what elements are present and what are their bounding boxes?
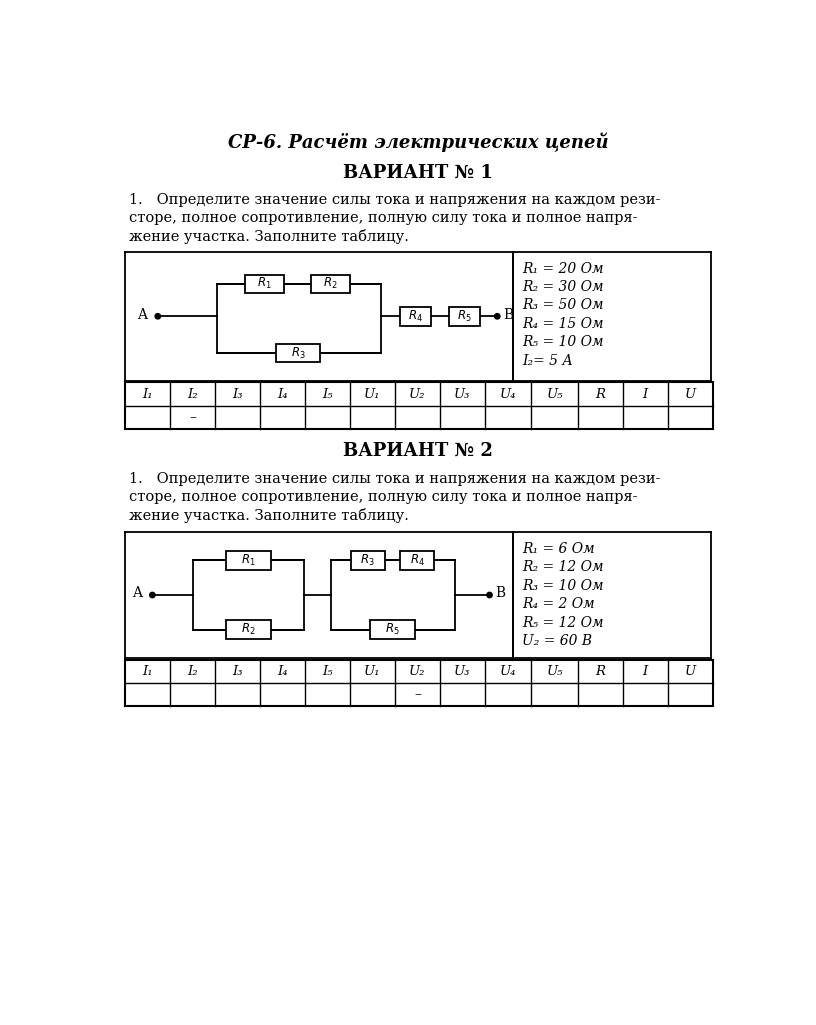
Circle shape (149, 592, 155, 598)
Text: жение участка. Заполните таблицу.: жение участка. Заполните таблицу. (129, 230, 409, 244)
Text: R₅ = 12 Ом: R₅ = 12 Ом (522, 616, 604, 629)
Text: A: A (137, 308, 148, 322)
Text: U₁: U₁ (364, 387, 381, 401)
Bar (351, 551, 385, 570)
Text: U₃: U₃ (455, 387, 471, 401)
Text: U₂: U₂ (409, 387, 426, 401)
Text: СР-6. Расчёт электрических цепей: СР-6. Расчёт электрических цепей (228, 132, 609, 152)
Text: A: A (132, 586, 142, 601)
Text: U₁: U₁ (364, 665, 381, 678)
Text: U₅: U₅ (547, 665, 563, 678)
Text: R₃ = 50 Ом: R₃ = 50 Ом (522, 298, 604, 313)
Text: B: B (495, 586, 505, 601)
Text: 1.   Определите значение силы тока и напряжения на каждом рези-: 1. Определите значение силы тока и напря… (129, 472, 661, 486)
Text: $R_5$: $R_5$ (385, 622, 400, 638)
Text: U₄: U₄ (500, 387, 517, 401)
Text: $R_4$: $R_4$ (410, 552, 425, 568)
Text: $R_2$: $R_2$ (323, 277, 338, 291)
Circle shape (155, 314, 161, 319)
Text: R: R (596, 665, 605, 678)
Bar (277, 344, 320, 363)
Text: I₃: I₃ (233, 387, 243, 401)
Text: U₃: U₃ (455, 665, 471, 678)
Text: $R_3$: $R_3$ (361, 552, 375, 568)
Text: U₄: U₄ (500, 665, 517, 678)
Text: ВАРИАНТ № 2: ВАРИАНТ № 2 (344, 441, 493, 459)
Bar (401, 308, 432, 326)
Text: R: R (596, 387, 605, 401)
Text: R₄ = 2 Ом: R₄ = 2 Ом (522, 598, 595, 611)
Bar (226, 620, 271, 639)
Text: I₄: I₄ (277, 665, 288, 678)
Bar (226, 551, 271, 570)
Text: –: – (414, 688, 421, 701)
Text: I: I (643, 387, 648, 401)
Text: 1.   Определите значение силы тока и напряжения на каждом рези-: 1. Определите значение силы тока и напря… (129, 193, 661, 207)
Text: I₅: I₅ (322, 387, 333, 401)
Text: $R_2$: $R_2$ (242, 622, 255, 638)
Text: U₂ = 60 В: U₂ = 60 В (522, 634, 592, 648)
Text: $R_4$: $R_4$ (409, 309, 424, 324)
Text: U: U (685, 665, 696, 678)
Text: $R_1$: $R_1$ (257, 277, 272, 291)
Text: I₂: I₂ (188, 665, 198, 678)
Text: I: I (643, 665, 648, 678)
Text: R₂ = 12 Ом: R₂ = 12 Ом (522, 561, 604, 574)
Text: I₂= 5 А: I₂= 5 А (522, 354, 573, 368)
Text: I₄: I₄ (277, 387, 288, 401)
Text: U₅: U₅ (547, 387, 563, 401)
Text: I₁: I₁ (143, 665, 153, 678)
Text: R₁ = 6 Ом: R₁ = 6 Ом (522, 542, 595, 556)
Text: U: U (685, 387, 696, 401)
Circle shape (487, 592, 492, 598)
Bar (370, 620, 415, 639)
Text: R₅ = 10 Ом: R₅ = 10 Ом (522, 335, 604, 350)
Bar (401, 551, 434, 570)
Text: R₁ = 20 Ом: R₁ = 20 Ом (522, 261, 604, 276)
Text: R₄ = 15 Ом: R₄ = 15 Ом (522, 317, 604, 331)
Bar (246, 275, 284, 293)
Text: ВАРИАНТ № 1: ВАРИАНТ № 1 (344, 164, 493, 182)
Text: –: – (189, 410, 196, 424)
Text: $R_5$: $R_5$ (457, 309, 472, 324)
Text: жение участка. Заполните таблицу.: жение участка. Заполните таблицу. (129, 508, 409, 523)
Text: сторе, полное сопротивление, полную силу тока и полное напря-: сторе, полное сопротивление, полную силу… (129, 211, 637, 226)
Text: $R_3$: $R_3$ (290, 345, 305, 361)
Text: R₂ = 30 Ом: R₂ = 30 Ом (522, 280, 604, 294)
Bar (449, 308, 480, 326)
Text: I₂: I₂ (188, 387, 198, 401)
Text: I₃: I₃ (233, 665, 243, 678)
Bar (311, 275, 350, 293)
Text: B: B (503, 308, 513, 322)
Circle shape (494, 314, 500, 319)
Text: I₁: I₁ (143, 387, 153, 401)
Text: сторе, полное сопротивление, полную силу тока и полное напря-: сторе, полное сопротивление, полную силу… (129, 490, 637, 504)
Text: $R_1$: $R_1$ (242, 552, 255, 568)
Text: I₅: I₅ (322, 665, 333, 678)
Text: U₂: U₂ (409, 665, 426, 678)
Text: R₃ = 10 Ом: R₃ = 10 Ом (522, 579, 604, 592)
